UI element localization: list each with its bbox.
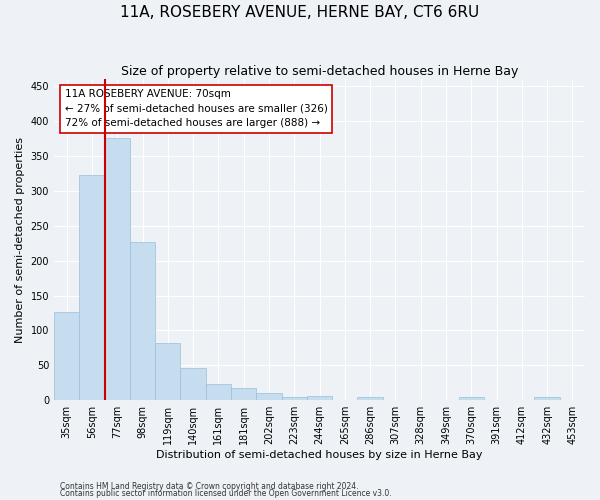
Bar (458, 398, 484, 400)
Bar (54, 312, 79, 400)
Text: Contains public sector information licensed under the Open Government Licence v3: Contains public sector information licen… (60, 490, 392, 498)
Bar (181, 368, 206, 400)
Bar (281, 398, 307, 400)
Bar (155, 343, 181, 400)
Bar (256, 393, 281, 400)
Bar (358, 398, 383, 400)
Title: Size of property relative to semi-detached houses in Herne Bay: Size of property relative to semi-detach… (121, 65, 518, 78)
Y-axis label: Number of semi-detached properties: Number of semi-detached properties (15, 136, 25, 342)
Bar (130, 242, 155, 400)
Bar (307, 396, 332, 400)
Text: 11A ROSEBERY AVENUE: 70sqm
← 27% of semi-detached houses are smaller (326)
72% o: 11A ROSEBERY AVENUE: 70sqm ← 27% of semi… (65, 89, 328, 128)
Text: 11A, ROSEBERY AVENUE, HERNE BAY, CT6 6RU: 11A, ROSEBERY AVENUE, HERNE BAY, CT6 6RU (121, 5, 479, 20)
Bar (104, 138, 130, 400)
Bar (535, 398, 560, 400)
Bar (79, 176, 104, 400)
Bar (231, 388, 256, 400)
X-axis label: Distribution of semi-detached houses by size in Herne Bay: Distribution of semi-detached houses by … (156, 450, 483, 460)
Text: Contains HM Land Registry data © Crown copyright and database right 2024.: Contains HM Land Registry data © Crown c… (60, 482, 359, 491)
Bar (206, 384, 231, 400)
